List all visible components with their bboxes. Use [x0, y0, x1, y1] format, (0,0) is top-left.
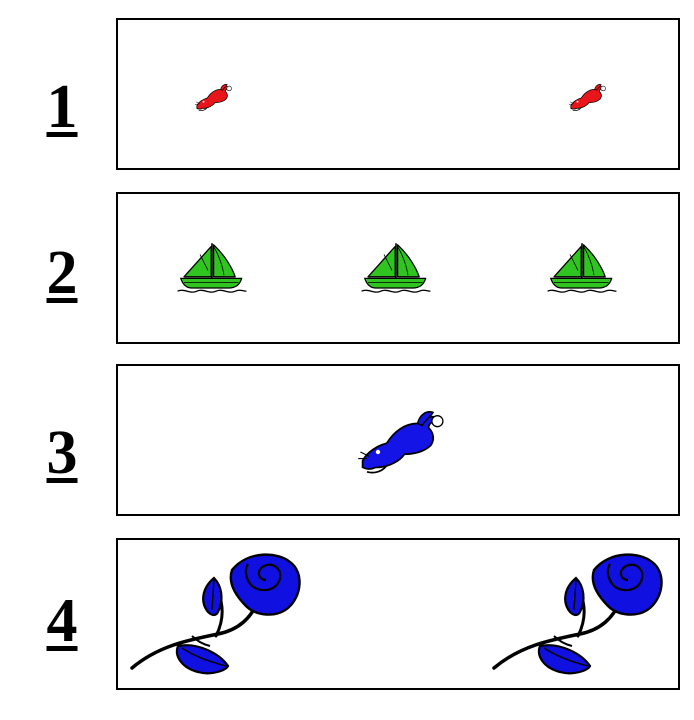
row-2: 2	[0, 192, 694, 344]
rose-icon	[128, 550, 308, 680]
row-4: 4	[0, 538, 694, 690]
picture-box-2	[116, 192, 680, 344]
row-number-2: 2	[46, 239, 78, 307]
picture-box-1	[116, 18, 680, 170]
row-number-1: 1	[46, 73, 78, 141]
row-number-4: 4	[46, 587, 78, 655]
sailboat-icon	[176, 238, 248, 298]
sailboat-icon	[360, 238, 432, 298]
picture-box-4	[116, 538, 680, 690]
picture-box-3	[116, 364, 680, 516]
sailboat-icon	[546, 238, 618, 298]
row-1: 1	[0, 18, 694, 170]
row-3: 3	[0, 364, 694, 516]
rabbit-icon	[568, 82, 606, 112]
rabbit-icon	[194, 82, 232, 112]
row-number-3: 3	[46, 419, 78, 487]
rose-icon	[490, 550, 670, 680]
rabbit-icon	[356, 408, 444, 474]
